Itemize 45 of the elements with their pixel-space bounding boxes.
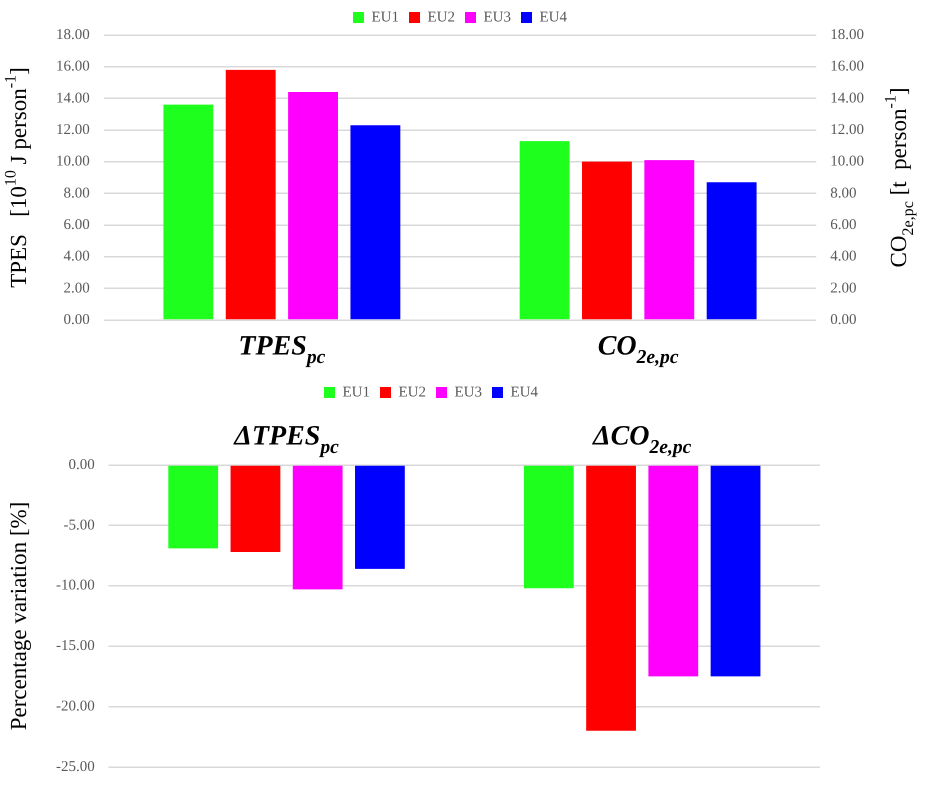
y-tick-label: 16.00 (56, 58, 90, 75)
y-axis-title: TPES [1010 J person-1] (2, 67, 32, 288)
bar (582, 162, 632, 320)
bar (706, 182, 757, 320)
y2-tick-label: 12.00 (830, 122, 864, 138)
y2-tick-label: 8.00 (830, 185, 856, 202)
y-tick-label: -20.00 (56, 698, 95, 715)
legend-label: EU1 (372, 9, 400, 26)
y2-tick-label: 10.00 (830, 154, 864, 170)
y-tick-label: 2.00 (64, 280, 90, 296)
y-tick-label: -5.00 (63, 517, 95, 534)
y2-tick-label: 2.00 (830, 280, 856, 296)
y-tick-label: 18.00 (56, 26, 90, 43)
y2-tick-label: 18.00 (830, 26, 864, 43)
y-tick-label: 0.00 (64, 312, 90, 328)
legend-label: EU2 (398, 384, 426, 400)
y2-tick-label: 6.00 (830, 216, 856, 233)
legend-label: EU3 (484, 9, 511, 26)
y-tick-label: 14.00 (56, 90, 90, 106)
y-tick-label: -25.00 (56, 758, 95, 775)
y-tick-label: 10.00 (56, 154, 90, 170)
bar (288, 92, 338, 320)
legend-label: EU1 (342, 384, 370, 400)
y-axis-title: Percentage variation [%] (6, 502, 32, 730)
y2-tick-label: 4.00 (830, 248, 856, 265)
y-tick-label: 4.00 (64, 248, 90, 265)
legend-label: EU3 (454, 384, 482, 400)
bar (644, 160, 694, 320)
y-tick-label: -15.00 (56, 638, 95, 654)
legend-label: EU4 (539, 9, 568, 26)
legend-label: EU2 (428, 9, 456, 26)
y-tick-label: 8.00 (64, 185, 90, 202)
bar (350, 125, 400, 320)
bar (226, 70, 276, 320)
y2-axis-title: CO2e,pc [t person-1] (882, 87, 917, 268)
bar (520, 141, 570, 320)
legend-label: EU4 (510, 384, 538, 400)
y2-tick-label: 16.00 (830, 58, 864, 75)
bar (163, 104, 214, 320)
y-tick-label: 12.00 (56, 122, 90, 138)
y-tick-label: 6.00 (64, 216, 90, 233)
y2-tick-label: 14.00 (830, 90, 864, 106)
y-tick-label: 0.00 (68, 456, 95, 473)
y2-tick-label: 0.00 (830, 312, 856, 328)
y-tick-label: -10.00 (56, 578, 95, 594)
